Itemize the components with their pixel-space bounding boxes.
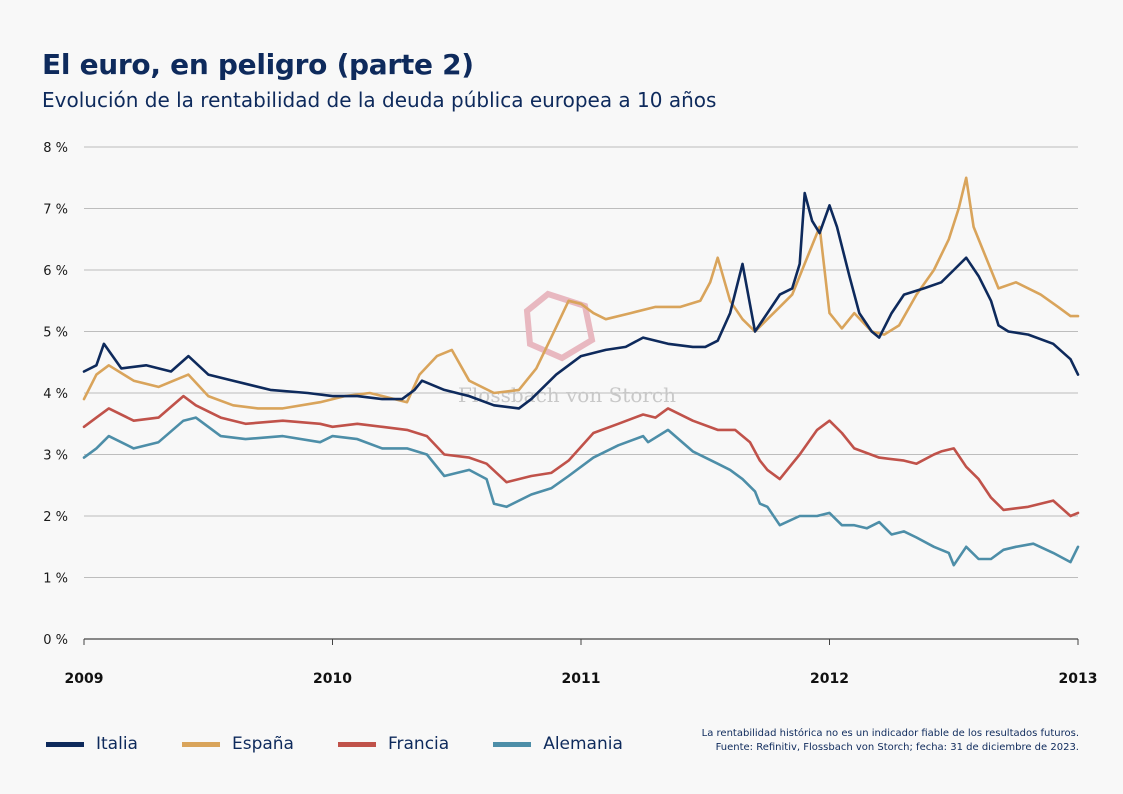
x-tick-label: 2009 [65,671,104,687]
series-line-espana [82,176,1080,410]
y-axis-tick-labels: 0 % 1 % 2 % 3 % 4 % 5 % 6 % 7 % 8 % [43,141,68,648]
y-tick-label: 3 % [43,449,68,464]
legend-label: Alemania [543,734,623,754]
y-tick-label: 0 % [43,633,68,648]
legend-item-espana: España [181,734,294,754]
chart-subtitle: Evolución de la rentabilidad de la deuda… [42,88,717,112]
x-tick-label: 2013 [1059,671,1098,687]
legend-label: España [231,734,294,754]
x-tick-label: 2012 [810,671,849,687]
grid-lines [84,146,1078,640]
y-tick-label: 7 % [43,203,68,218]
legend-item-francia: Francia [337,734,450,754]
series-line-italia [82,191,1080,410]
legend-label: Italia [96,734,138,754]
y-tick-label: 1 % [43,572,68,587]
x-axis: 2009 2010 2011 2012 2013 [65,639,1098,687]
y-tick-label: 5 % [43,326,68,341]
x-tick-label: 2011 [562,671,601,687]
footnote: La rentabilidad histórica no es un indic… [702,727,1079,755]
y-tick-label: 2 % [43,510,68,525]
x-tick-label: 2010 [313,671,352,687]
y-tick-label: 4 % [43,387,68,402]
legend-swatch [493,741,532,747]
y-tick-label: 8 % [43,141,68,156]
legend-label: Francia [387,734,450,754]
series-line-francia [82,394,1080,518]
legend-swatch [46,741,84,747]
series-lines [82,176,1080,567]
legend-swatch [337,741,376,747]
chart-area: 0 % 1 % 2 % 3 % 4 % 5 % 6 % 7 % 8 % 2009 2010 2011… [43,141,1098,687]
source-text: Fuente: Refinitiv, Flossbach von Storch;… [715,742,1079,753]
legend-item-italia: Italia [46,734,138,754]
legend-swatch [181,741,220,747]
chart-title: El euro, en peligro (parte 2) [42,48,474,81]
legend: Italia España Francia Alemania [46,734,667,754]
y-tick-label: 6 % [43,264,68,279]
legend-item-alemania: Alemania [493,734,623,754]
series-line-alemania [82,416,1080,567]
disclaimer-text: La rentabilidad histórica no es un indic… [701,728,1079,739]
watermark-text: Flossbach von Storch [458,383,676,407]
